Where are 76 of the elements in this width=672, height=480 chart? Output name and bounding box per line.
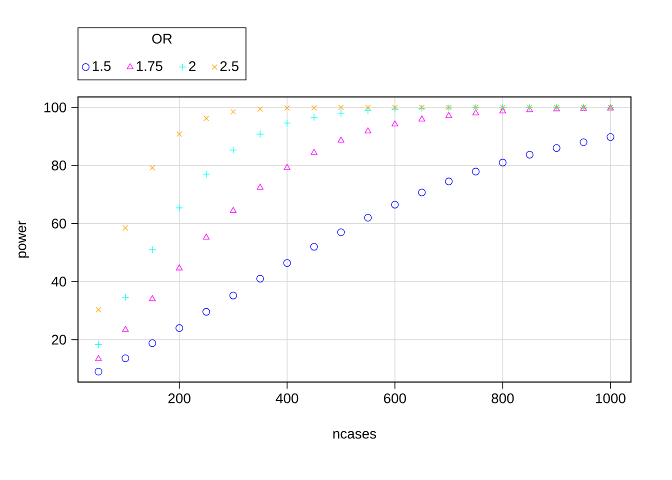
point	[418, 116, 426, 122]
legend-label: 1.5	[92, 61, 111, 72]
point	[176, 131, 182, 137]
point	[580, 138, 588, 146]
point	[392, 120, 398, 126]
point	[445, 178, 453, 186]
y-tick-label: 80	[52, 160, 66, 170]
point	[149, 295, 156, 302]
point	[526, 150, 534, 159]
point	[150, 165, 156, 171]
x-tick-label: 800	[492, 393, 514, 404]
point	[338, 104, 344, 110]
x-axis-title: ncases	[333, 431, 376, 439]
point	[96, 307, 102, 313]
point	[176, 324, 184, 332]
point	[122, 354, 130, 362]
point	[552, 144, 560, 152]
y-tick-label: 20	[52, 334, 66, 345]
point	[230, 206, 237, 213]
point	[122, 294, 130, 302]
point	[256, 130, 264, 138]
point	[94, 368, 102, 376]
point	[391, 200, 399, 208]
point	[606, 133, 614, 141]
point	[283, 119, 291, 127]
point	[176, 264, 183, 270]
point	[202, 308, 210, 316]
x-tick-label: 600	[384, 393, 406, 404]
point	[148, 246, 156, 254]
legend-label: 2	[189, 61, 196, 71]
point	[284, 164, 290, 170]
x-tick-label: 1000	[596, 393, 626, 404]
point	[202, 170, 210, 178]
point	[230, 108, 236, 115]
point	[310, 113, 318, 122]
point	[310, 242, 318, 251]
point	[256, 274, 264, 282]
point	[283, 259, 291, 267]
point	[122, 326, 129, 332]
point	[418, 188, 426, 196]
point	[498, 158, 506, 166]
point	[203, 116, 210, 122]
point	[364, 214, 372, 222]
point	[202, 234, 210, 240]
point	[256, 184, 264, 190]
point	[472, 109, 480, 116]
point	[257, 106, 263, 112]
point	[229, 292, 238, 300]
point	[284, 105, 290, 111]
point	[364, 127, 372, 134]
point	[445, 112, 452, 118]
point	[337, 109, 345, 117]
x-tick-label: 400	[276, 393, 298, 404]
y-tick-label: 100	[44, 102, 66, 112]
y-axis-title: power	[18, 220, 29, 258]
point	[95, 355, 102, 361]
point	[392, 104, 398, 110]
y-tick-label: 40	[51, 276, 66, 287]
point	[229, 146, 238, 154]
legend-title: OR	[152, 34, 172, 44]
legend-label: 1.75	[136, 61, 162, 72]
point	[176, 204, 184, 212]
legend-label: 2.5	[220, 61, 238, 72]
y-tick-label: 60	[52, 218, 66, 228]
point	[311, 104, 317, 110]
point	[499, 107, 506, 114]
point	[122, 225, 128, 231]
point	[337, 228, 345, 236]
point	[391, 105, 399, 113]
point	[148, 339, 156, 347]
point	[472, 168, 480, 176]
x-tick-label: 200	[168, 393, 190, 404]
point	[338, 136, 344, 143]
point	[310, 148, 318, 155]
point	[365, 104, 371, 110]
point	[94, 340, 102, 348]
